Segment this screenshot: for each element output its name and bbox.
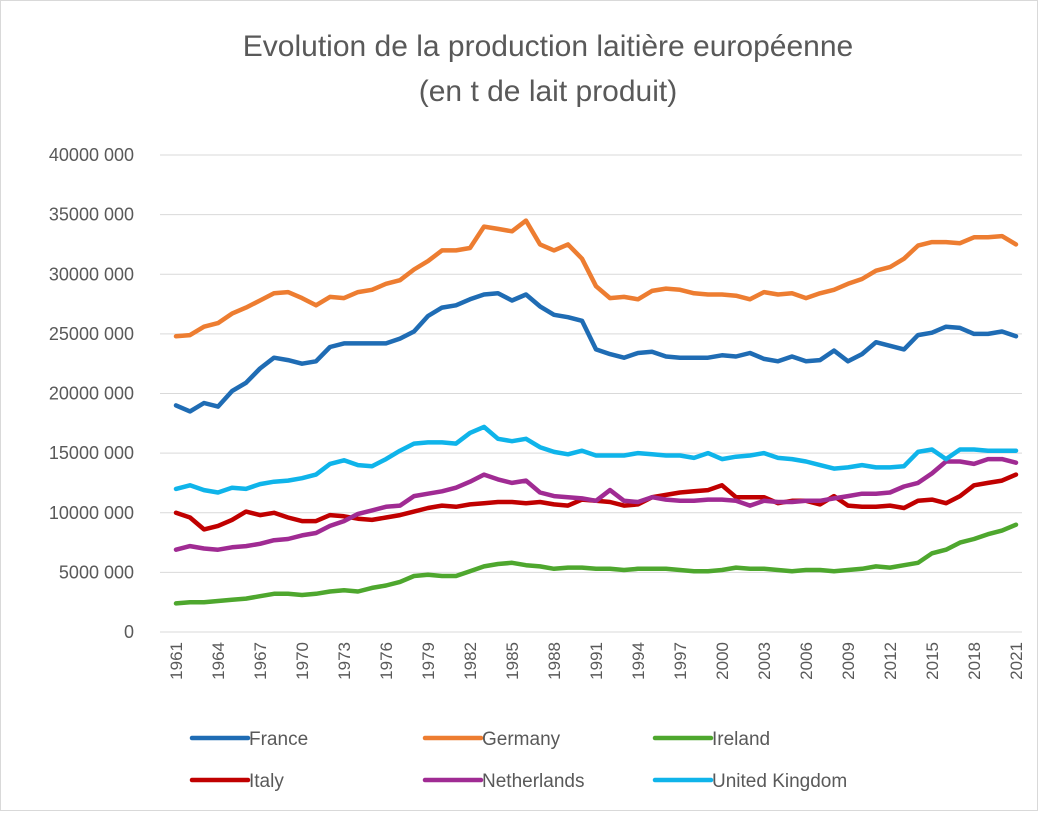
y-tick-label: 5000 000 [59, 562, 134, 582]
y-tick-label: 25000 000 [49, 324, 134, 344]
x-tick-label: 2021 [1007, 642, 1026, 680]
x-tick-label: 2012 [881, 642, 900, 680]
series-line [173, 218, 1019, 339]
x-tick-label: 1976 [377, 642, 396, 680]
x-tick-label: 1961 [167, 642, 186, 680]
legend-label: Germany [482, 729, 561, 750]
x-tick-label: 1970 [293, 642, 312, 680]
x-tick-label: 1988 [545, 642, 564, 680]
x-tick-label: 2018 [965, 642, 984, 680]
x-tick-label: 2003 [755, 642, 774, 680]
x-tick-label: 2009 [839, 642, 858, 680]
y-tick-label: 40000 000 [49, 145, 134, 165]
y-tick-label: 35000 000 [49, 205, 134, 225]
x-tick-label: 1997 [671, 642, 690, 680]
y-tick-label: 20000 000 [49, 384, 134, 404]
y-tick-label: 10000 000 [49, 503, 134, 523]
x-tick-label: 1967 [251, 642, 270, 680]
x-tick-label: 2015 [923, 642, 942, 680]
y-tick-label: 30000 000 [49, 264, 134, 284]
chart-subtitle: (en t de lait produit) [419, 75, 677, 108]
y-tick-label: 0 [124, 622, 134, 642]
legend-label: France [249, 729, 308, 750]
x-tick-label: 1991 [587, 642, 606, 680]
x-tick-label: 1985 [503, 642, 522, 680]
x-tick-label: 1982 [461, 642, 480, 680]
legend-label: Italy [249, 771, 284, 792]
series-line [173, 456, 1019, 552]
x-tick-label: 2006 [797, 642, 816, 680]
x-tick-label: 1964 [209, 642, 228, 680]
chart-title: Evolution de la production laitière euro… [243, 30, 853, 63]
legend-label: Ireland [712, 729, 770, 750]
legend-label: Netherlands [482, 771, 584, 792]
series-line [173, 424, 1019, 495]
legend-label: United Kingdom [712, 771, 847, 792]
x-tick-label: 1973 [335, 642, 354, 680]
series-line [173, 291, 1019, 414]
x-tick-label: 1979 [419, 642, 438, 680]
series-line [173, 522, 1019, 606]
x-tick-label: 2000 [713, 642, 732, 680]
x-tick-label: 1994 [629, 642, 648, 680]
y-tick-label: 15000 000 [49, 443, 134, 463]
